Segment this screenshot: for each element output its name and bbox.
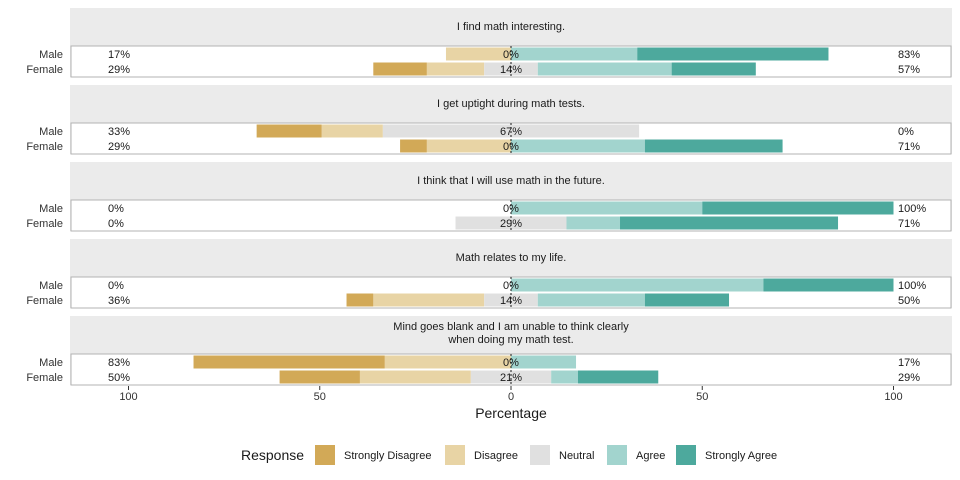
bar-segment-strongly-agree bbox=[671, 62, 756, 76]
group-label: Male bbox=[39, 203, 63, 215]
legend-label: Strongly Agree bbox=[705, 450, 777, 462]
legend-label: Strongly Disagree bbox=[344, 450, 431, 462]
right-percent-label: 71% bbox=[898, 141, 920, 153]
bar-segment-disagree bbox=[426, 139, 511, 153]
legend-label: Agree bbox=[636, 450, 665, 462]
bar-segment-strongly-agree bbox=[620, 216, 839, 230]
facet-title: I find math interesting. bbox=[457, 21, 565, 33]
facet-panel: Mind goes blank and I am unable to think… bbox=[26, 316, 952, 386]
facet-panel: I think that I will use math in the futu… bbox=[26, 162, 952, 232]
bar-segment-disagree bbox=[426, 62, 485, 76]
bar-segment-agree bbox=[511, 201, 703, 215]
right-percent-label: 17% bbox=[898, 357, 920, 369]
panels-layer: I find math interesting. Male 17% 0% 83% Fema… bbox=[26, 8, 952, 386]
facet-panel: I find math interesting.Male 17% 0% 83%Fema… bbox=[26, 8, 952, 78]
bar-segment-agree bbox=[537, 293, 645, 307]
legend-key bbox=[315, 445, 335, 465]
group-label: Female bbox=[26, 295, 63, 307]
bar-segment-strongly-disagree bbox=[279, 370, 360, 384]
x-tick-label: 100 bbox=[884, 391, 902, 403]
right-percent-label: 100% bbox=[898, 203, 926, 215]
bar-segment-agree bbox=[551, 370, 578, 384]
bar-segment-strongly-agree bbox=[637, 47, 829, 61]
legend-key bbox=[676, 445, 696, 465]
bar-segment-strongly-agree bbox=[644, 293, 730, 307]
right-percent-label: 71% bbox=[898, 218, 920, 230]
group-label: Female bbox=[26, 372, 63, 384]
x-tick-label: 0 bbox=[508, 391, 514, 403]
bar-segment-neutral bbox=[455, 216, 567, 230]
bar-segment-strongly-agree bbox=[644, 139, 783, 153]
right-percent-label: 29% bbox=[898, 372, 920, 384]
legend-key bbox=[445, 445, 465, 465]
right-percent-label: 50% bbox=[898, 295, 920, 307]
group-label: Female bbox=[26, 141, 63, 153]
facet-title: Math relates to my life. bbox=[456, 252, 567, 264]
facet-title: when doing my math test. bbox=[447, 334, 573, 346]
facet-title: I think that I will use math in the futu… bbox=[417, 175, 605, 187]
bar-segment-strongly-agree bbox=[702, 201, 894, 215]
bar-segment-agree bbox=[511, 278, 764, 292]
bar-segment-disagree bbox=[384, 355, 511, 369]
facet-title: I get uptight during math tests. bbox=[437, 98, 585, 110]
bar-segment-disagree bbox=[445, 47, 511, 61]
right-percent-label: 57% bbox=[898, 64, 920, 76]
bar-segment-agree bbox=[537, 62, 672, 76]
right-percent-label: 100% bbox=[898, 280, 926, 292]
x-axis-title: Percentage bbox=[475, 405, 547, 421]
left-percent-label: 29% bbox=[108, 141, 130, 153]
right-percent-label: 83% bbox=[898, 49, 920, 61]
left-percent-label: 33% bbox=[108, 126, 130, 138]
bar-segment-agree bbox=[511, 139, 645, 153]
bar-segment-agree bbox=[566, 216, 621, 230]
group-label: Female bbox=[26, 218, 63, 230]
left-percent-label: 17% bbox=[108, 49, 130, 61]
left-percent-label: 36% bbox=[108, 295, 130, 307]
bar-segment-disagree bbox=[373, 293, 485, 307]
bar-segment-disagree bbox=[321, 124, 383, 138]
bar-segment-strongly-agree bbox=[763, 278, 894, 292]
bar-segment-agree bbox=[511, 47, 638, 61]
bar-segment-strongly-disagree bbox=[373, 62, 427, 76]
group-label: Male bbox=[39, 280, 63, 292]
legend: Response Strongly Disagree Disagree Neutra… bbox=[241, 445, 777, 465]
left-percent-label: 50% bbox=[108, 372, 130, 384]
x-tick-label: 50 bbox=[696, 391, 708, 403]
group-label: Male bbox=[39, 126, 63, 138]
right-percent-label: 0% bbox=[898, 126, 914, 138]
bar-segment-neutral bbox=[470, 370, 552, 384]
facet-title: Mind goes blank and I am unable to think… bbox=[393, 321, 629, 333]
left-percent-label: 0% bbox=[108, 218, 124, 230]
x-axis: 100 50 0 50 100 bbox=[119, 386, 903, 403]
facet-panel: I get uptight during math tests.Male 33% 6… bbox=[26, 85, 952, 155]
left-percent-label: 0% bbox=[108, 280, 124, 292]
bar-segment-strongly-disagree bbox=[346, 293, 374, 307]
bar-segment-strongly-disagree bbox=[400, 139, 427, 153]
group-label: Male bbox=[39, 357, 63, 369]
facet-panel: Math relates to my life.Male 0% 0% 100%Fema… bbox=[26, 239, 952, 309]
legend-key bbox=[607, 445, 627, 465]
group-label: Female bbox=[26, 64, 63, 76]
bar-segment-neutral bbox=[484, 62, 538, 76]
bar-segment-strongly-agree bbox=[577, 370, 659, 384]
legend-label: Disagree bbox=[474, 450, 518, 462]
left-percent-label: 0% bbox=[108, 203, 124, 215]
bar-segment-strongly-disagree bbox=[256, 124, 322, 138]
bar-segment-disagree bbox=[359, 370, 471, 384]
x-tick-label: 50 bbox=[314, 391, 326, 403]
left-percent-label: 83% bbox=[108, 357, 130, 369]
legend-label: Neutral bbox=[559, 450, 594, 462]
legend-key bbox=[530, 445, 550, 465]
left-percent-label: 29% bbox=[108, 64, 130, 76]
bar-segment-strongly-disagree bbox=[193, 355, 385, 369]
x-tick-label: 100 bbox=[119, 391, 137, 403]
bar-segment-agree bbox=[511, 355, 577, 369]
legend-title: Response bbox=[241, 447, 304, 463]
group-label: Male bbox=[39, 49, 63, 61]
bar-segment-neutral bbox=[484, 293, 538, 307]
